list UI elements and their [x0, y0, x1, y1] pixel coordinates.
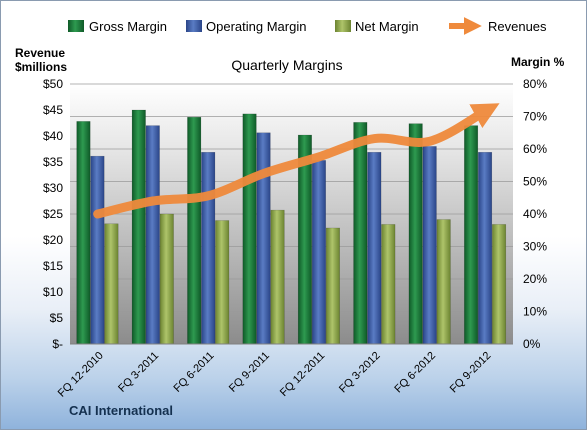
left-tick-label: $15 — [43, 259, 63, 273]
bar-gross-margin — [76, 121, 91, 345]
bar-gross-margin — [353, 122, 368, 345]
left-tick-label: $25 — [43, 207, 63, 221]
category-label: FQ 9-2012 — [448, 350, 494, 396]
right-axis-title: Margin % — [511, 55, 565, 69]
category-label: FQ 12-2010 — [56, 350, 106, 400]
right-axis-ticks: 0% 10% 20% 30% 40% 50% 60% 70% 80% — [523, 77, 547, 351]
left-tick-label: $- — [52, 337, 63, 351]
category-label: FQ 9-2011 — [227, 350, 272, 395]
bar-net-margin — [104, 223, 119, 345]
bar-operating-margin — [311, 160, 326, 345]
bar-gross-margin — [187, 116, 202, 345]
right-tick-label: 70% — [523, 110, 547, 124]
bar-operating-margin — [90, 155, 105, 345]
bar-net-margin — [325, 227, 340, 345]
legend-label-net-margin: Net Margin — [355, 19, 419, 34]
left-tick-label: $10 — [43, 285, 63, 299]
right-tick-label: 40% — [523, 207, 547, 221]
legend: Gross Margin Operating Margin Net Margin… — [68, 17, 547, 35]
category-label: FQ 3-2011 — [116, 350, 161, 395]
bar-net-margin — [159, 213, 174, 345]
bar-gross-margin — [464, 125, 479, 345]
category-label: FQ 3-2012 — [337, 350, 383, 396]
left-tick-label: $50 — [43, 77, 63, 91]
bar-net-margin — [215, 220, 230, 345]
category-label: FQ 6-2011 — [171, 350, 216, 395]
right-tick-label: 30% — [523, 240, 547, 254]
bar-operating-margin — [367, 152, 382, 345]
bar-operating-margin — [478, 152, 493, 345]
category-label: FQ 6-2012 — [392, 350, 438, 396]
bar-net-margin — [381, 224, 396, 345]
legend-label-operating-margin: Operating Margin — [206, 19, 306, 34]
bar-operating-margin — [256, 132, 271, 345]
right-tick-label: 50% — [523, 175, 547, 189]
left-axis-title-line1: Revenue — [15, 46, 65, 60]
legend-swatch-gross-margin — [68, 20, 84, 32]
bar-gross-margin — [408, 123, 423, 345]
left-tick-label: $5 — [50, 311, 64, 325]
bar-operating-margin — [145, 125, 160, 345]
left-axis-ticks: $- $5 $10 $15 $20 $25 $30 $35 $40 $45 $50 — [43, 77, 63, 351]
company-name: CAI International — [69, 403, 173, 418]
right-tick-label: 20% — [523, 272, 547, 286]
left-tick-label: $35 — [43, 155, 63, 169]
bar-operating-margin — [201, 152, 216, 345]
bar-net-margin — [270, 209, 285, 345]
bar-net-margin — [436, 219, 451, 345]
category-labels: FQ 12-2010 FQ 3-2011 FQ 6-2011 FQ 9-2011 FQ … — [56, 350, 494, 400]
bar-gross-margin — [131, 109, 146, 345]
bar-operating-margin — [422, 146, 437, 345]
right-tick-label: 10% — [523, 305, 547, 319]
bars — [76, 109, 507, 345]
legend-swatch-operating-margin — [186, 20, 202, 32]
revenue-line — [93, 103, 500, 219]
legend-label-gross-margin: Gross Margin — [89, 19, 167, 34]
bar-gross-margin — [242, 113, 257, 345]
left-axis-title-line2: $millions — [15, 60, 67, 74]
chart-title: Quarterly Margins — [231, 57, 342, 73]
category-label: FQ 12-2011 — [278, 350, 327, 399]
revenue-line-path — [93, 103, 500, 219]
legend-swatch-net-margin — [335, 20, 351, 32]
left-tick-label: $40 — [43, 129, 63, 143]
right-tick-label: 0% — [523, 337, 541, 351]
legend-label-revenues: Revenues — [488, 19, 547, 34]
left-tick-label: $45 — [43, 103, 63, 117]
left-tick-label: $30 — [43, 181, 63, 195]
right-tick-label: 60% — [523, 142, 547, 156]
right-tick-label: 80% — [523, 77, 547, 91]
left-tick-label: $20 — [43, 233, 63, 247]
bar-net-margin — [492, 224, 507, 345]
